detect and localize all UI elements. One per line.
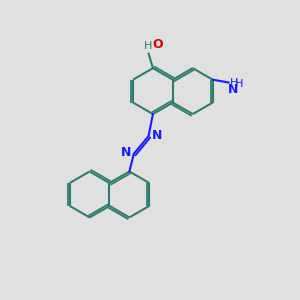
Text: N: N (152, 129, 162, 142)
Text: H: H (230, 78, 238, 88)
Text: H: H (144, 41, 153, 51)
Text: N: N (228, 83, 239, 96)
Text: N: N (121, 146, 131, 159)
Text: O: O (152, 38, 163, 51)
Text: H: H (235, 79, 244, 89)
